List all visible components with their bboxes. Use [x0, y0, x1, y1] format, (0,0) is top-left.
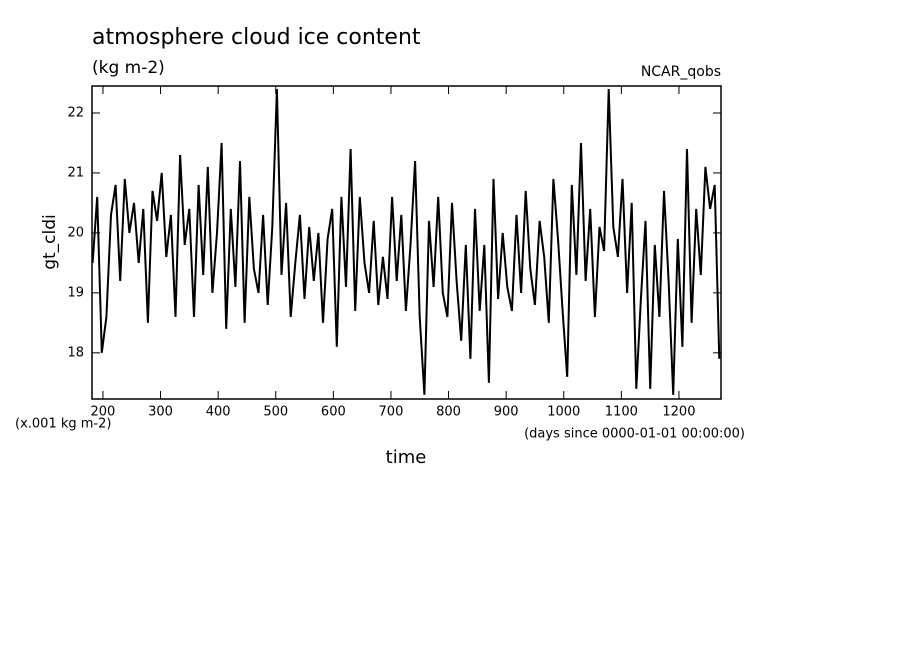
y-units: (x.001 kg m-2)	[15, 417, 111, 432]
y-axis-title: gt_cldi	[40, 214, 60, 270]
x-tick-label: 1000	[547, 405, 580, 420]
y-tick-label: 18	[67, 345, 84, 360]
x-tick-label: 600	[321, 405, 346, 420]
y-tick-label: 21	[67, 165, 84, 180]
x-tick-label: 900	[494, 405, 519, 420]
plot-frame	[91, 85, 722, 400]
chart-title: atmosphere cloud ice content	[92, 25, 421, 50]
x-tick-label: 700	[379, 405, 404, 420]
x-tick-label: 200	[91, 405, 116, 420]
source-label: NCAR_qobs	[641, 64, 721, 80]
data-line	[91, 88, 721, 395]
x-tick-label: 800	[436, 405, 461, 420]
y-tick-label: 20	[67, 225, 84, 240]
x-tick-label: 1100	[605, 405, 638, 420]
y-tick-label: 22	[67, 105, 84, 120]
x-tick-label: 300	[148, 405, 173, 420]
x-units: (days since 0000-01-01 00:00:00)	[524, 427, 745, 442]
chart-subtitle: (kg m-2)	[92, 58, 165, 78]
x-tick-label: 500	[263, 405, 288, 420]
x-axis-title: time	[386, 447, 427, 468]
y-tick-label: 19	[67, 285, 84, 300]
x-tick-label: 1200	[662, 405, 695, 420]
x-tick-label: 400	[206, 405, 231, 420]
